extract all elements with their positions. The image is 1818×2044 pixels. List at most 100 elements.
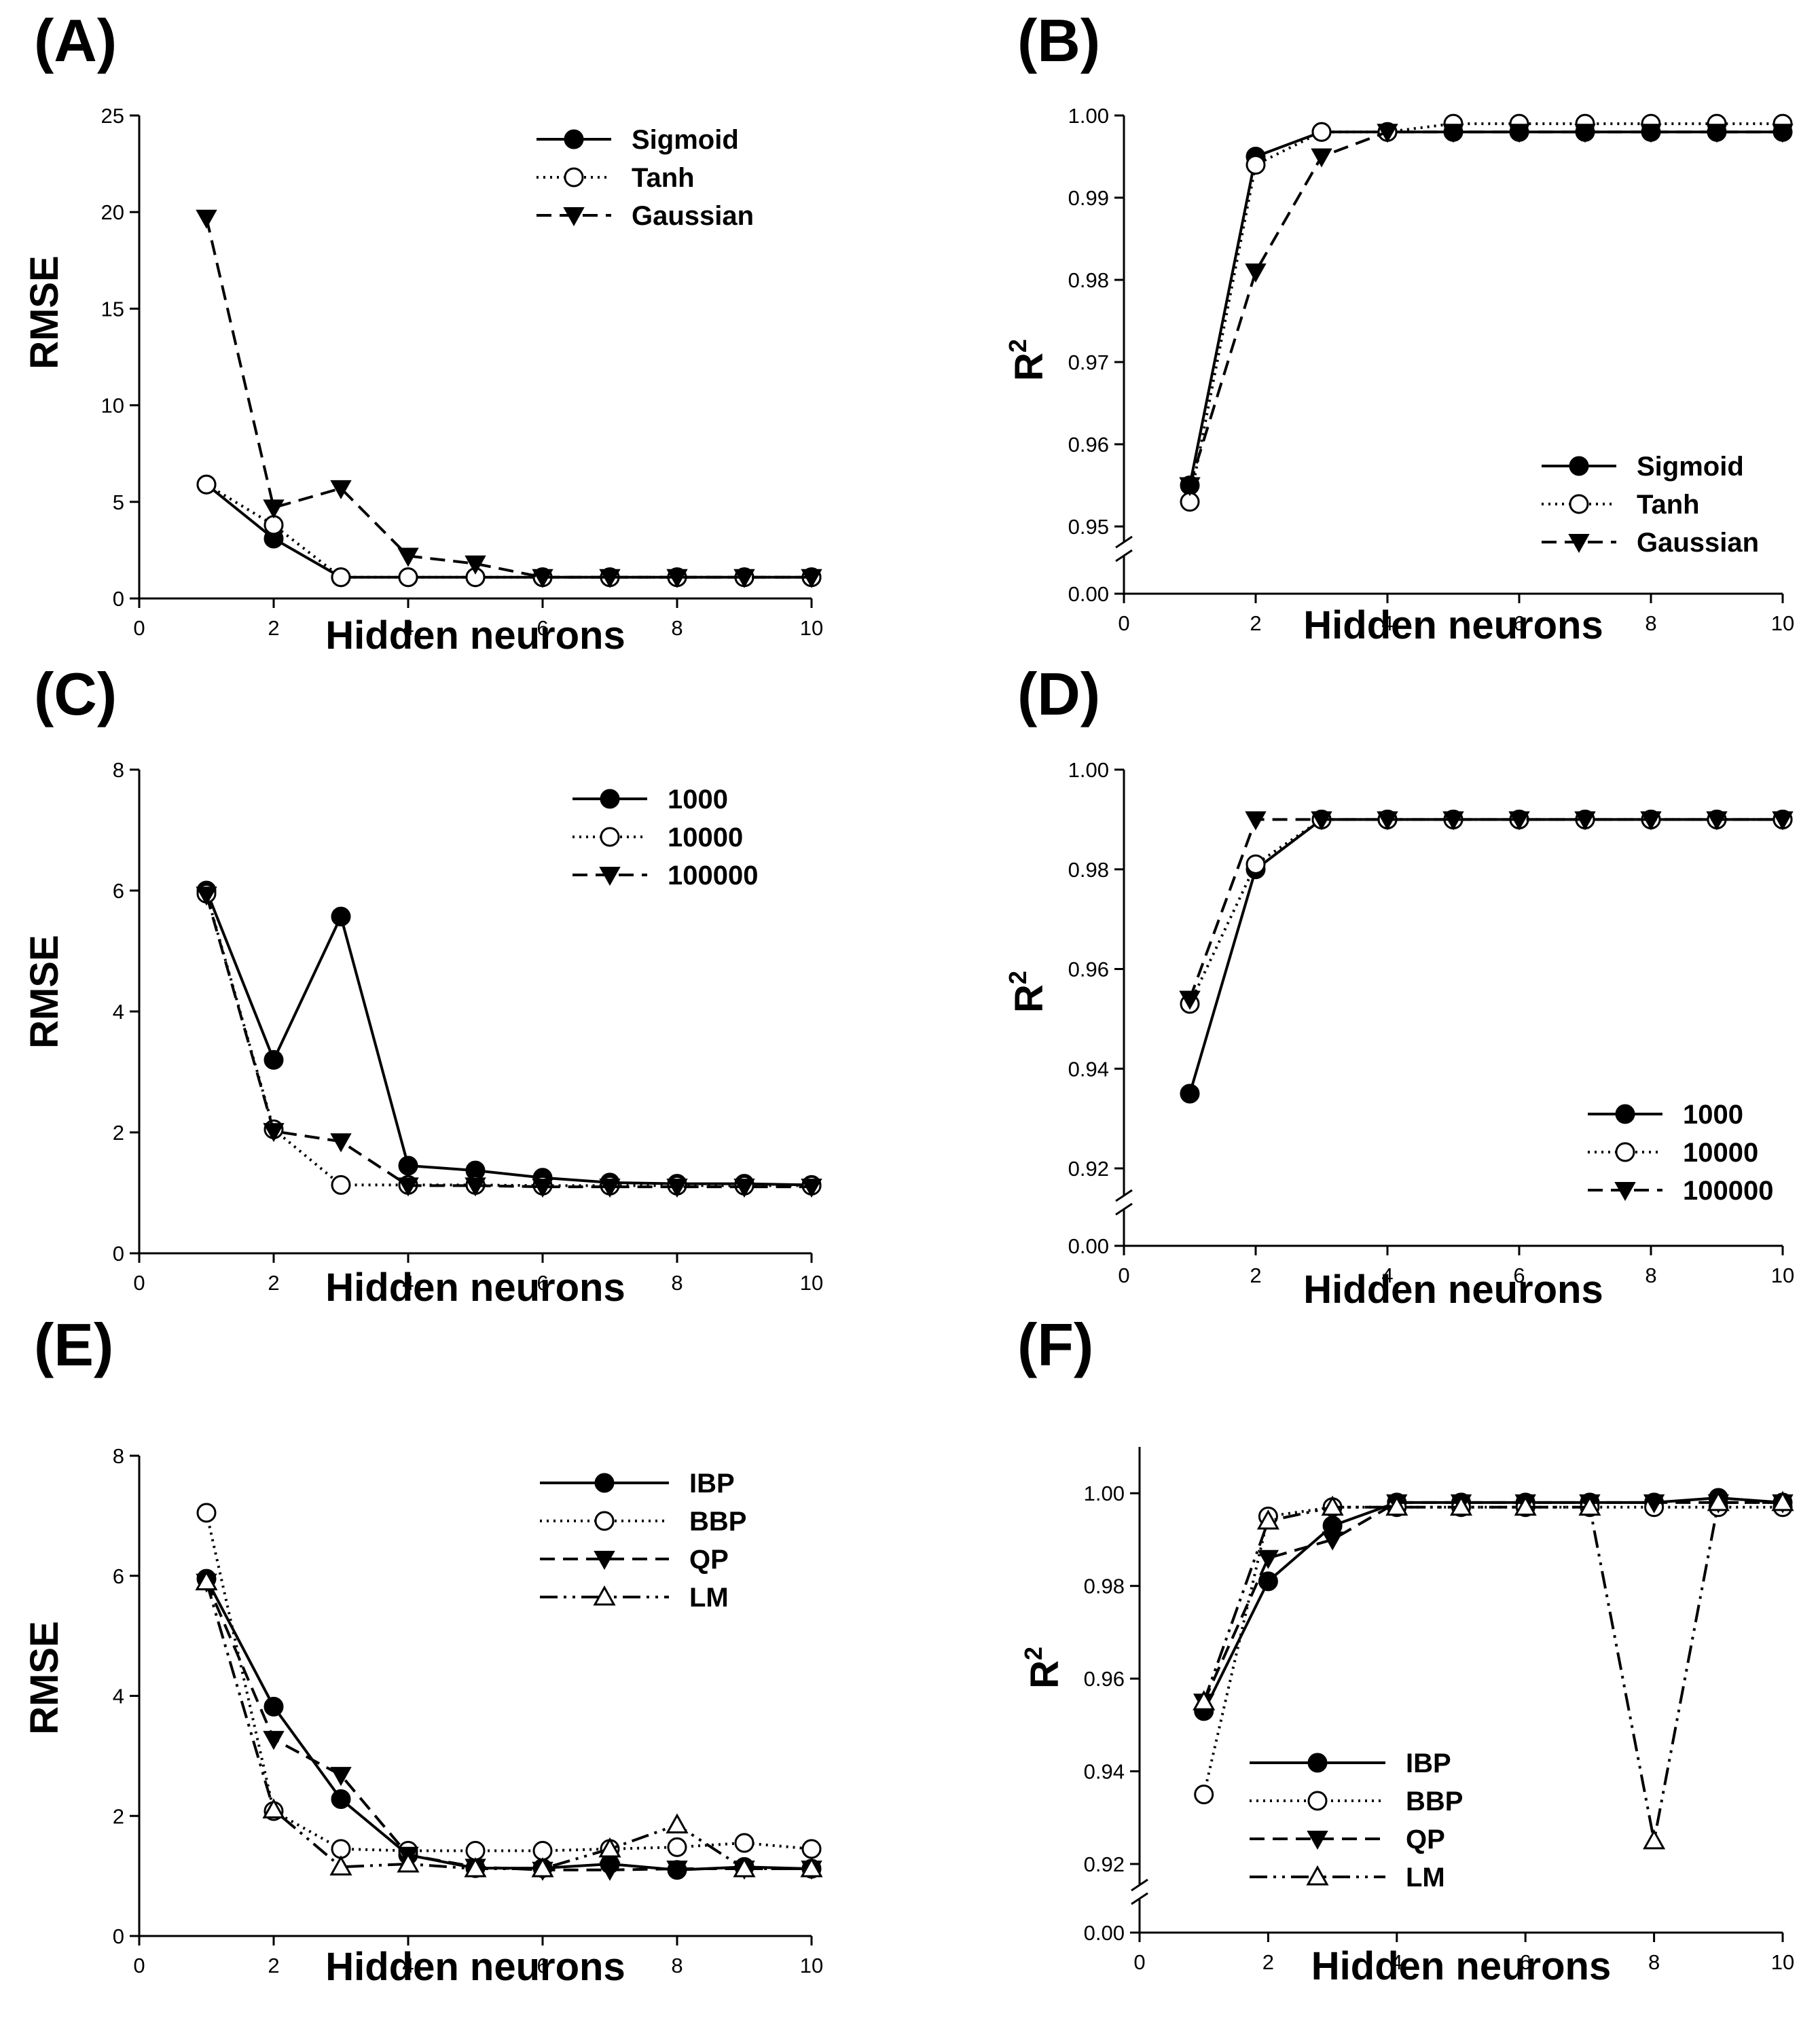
data-point	[1574, 811, 1596, 831]
legend-label: Gaussian	[632, 201, 754, 231]
axis-break-mark	[1131, 1878, 1148, 1892]
y-tick-label: 0.97	[1068, 351, 1109, 374]
legend-marker	[594, 1473, 615, 1493]
series-QP	[196, 1573, 822, 1881]
x-tick-label: 4	[1381, 611, 1393, 635]
legend-label: LM	[1406, 1863, 1445, 1893]
y-axis-title: R2	[1004, 971, 1051, 1013]
data-point	[331, 1175, 351, 1195]
series-QP	[1193, 1494, 1794, 1713]
series-LM	[195, 1570, 823, 1878]
x-tick-label: 6	[1513, 611, 1525, 635]
data-point	[1578, 1495, 1601, 1516]
data-point	[1508, 124, 1530, 143]
x-tick-label: 10	[1771, 1263, 1794, 1287]
x-tick-label: 2	[1262, 1950, 1274, 1974]
legend-marker	[1306, 1865, 1329, 1886]
series-line	[205, 1512, 812, 1852]
data-point	[1772, 124, 1794, 143]
data-point	[1245, 263, 1267, 283]
x-tick-label: 4	[1391, 1950, 1402, 1974]
series-Sigmoid	[1180, 122, 1793, 495]
legend-label: Tanh	[1637, 490, 1700, 520]
series-Gaussian	[196, 209, 822, 588]
axis-break-mark	[1115, 549, 1133, 562]
panel-label: (F)	[1017, 1311, 1093, 1378]
y-tick-label: 4	[113, 1685, 124, 1708]
data-point	[1322, 1531, 1343, 1551]
data-point	[1514, 1495, 1537, 1516]
data-point	[1257, 1549, 1279, 1569]
y-tick-label: 1.00	[1084, 1482, 1125, 1505]
x-tick-label: 0	[133, 1954, 145, 1977]
series-line	[205, 894, 812, 1189]
data-point	[330, 1133, 352, 1153]
data-point	[331, 1789, 351, 1810]
panel-label: (B)	[1017, 7, 1100, 74]
data-point	[397, 548, 419, 567]
panel-label: (C)	[34, 660, 117, 728]
data-point	[196, 1503, 217, 1523]
data-point	[330, 480, 352, 499]
y-tick-label: 4	[113, 1000, 124, 1024]
chart-panel: (D) 0.00 0.92 0.94 0.96 0.98 1.00 0 2 4 6 8 10 Hidden…	[1004, 660, 1794, 1312]
legend-label: Tanh	[632, 163, 695, 193]
y-tick-label: 0.92	[1068, 1157, 1109, 1181]
x-tick-label: 8	[1648, 1950, 1660, 1974]
y-axis-title-superscript: 2	[1019, 1647, 1047, 1660]
panel-label: (D)	[1017, 660, 1100, 728]
data-point	[1640, 124, 1662, 143]
series-line	[1202, 1496, 1783, 1712]
data-point	[464, 1857, 487, 1878]
y-tick-label: 20	[101, 200, 124, 224]
data-point	[196, 886, 217, 906]
legend-marker	[594, 1511, 615, 1531]
x-tick-label: 6	[537, 1271, 548, 1295]
legend-marker	[599, 867, 621, 886]
y-tick-label: 5	[113, 490, 124, 514]
series-line	[205, 1581, 812, 1871]
legend-label: IBP	[1406, 1749, 1451, 1778]
x-tick-label: 6	[1513, 1263, 1525, 1287]
x-tick-label: 0	[1118, 611, 1129, 635]
series-1000	[1180, 809, 1793, 1104]
y-tick-label: 0.92	[1084, 1852, 1125, 1876]
data-point	[262, 1798, 285, 1818]
x-tick-label: 2	[268, 616, 279, 640]
x-tick-label: 4	[402, 1271, 414, 1295]
x-tick-label: 10	[1771, 1950, 1794, 1974]
data-point	[531, 1857, 554, 1878]
y-tick-label: 0	[113, 1924, 124, 1948]
data-point	[1180, 1083, 1200, 1104]
legend-label: Sigmoid	[632, 125, 739, 155]
y-tick-label: 6	[113, 1564, 124, 1588]
data-point	[734, 1833, 755, 1853]
y-axis-title-main: R	[1007, 353, 1051, 381]
legend-marker	[1307, 1791, 1328, 1811]
legend-label: BBP	[1406, 1787, 1463, 1816]
x-axis-title: Hidden neurons	[325, 1945, 625, 1989]
legend-label: 1000	[1683, 1100, 1743, 1130]
series-line	[1188, 818, 1783, 1000]
data-point	[398, 567, 418, 588]
y-tick-label: 0.94	[1084, 1760, 1125, 1784]
legend-marker	[594, 1551, 615, 1571]
series-LM	[1193, 1490, 1794, 1850]
x-tick-label: 2	[1250, 1263, 1261, 1287]
data-point	[666, 1179, 688, 1198]
data-point	[1194, 1785, 1214, 1805]
data-point	[331, 906, 351, 927]
data-point	[263, 1731, 285, 1751]
x-tick-label: 8	[1645, 1263, 1656, 1287]
x-tick-label: 0	[133, 616, 145, 640]
legend-marker	[1615, 1142, 1635, 1162]
x-tick-label: 0	[1118, 1263, 1129, 1287]
series-line	[1188, 130, 1783, 486]
x-tick-label: 10	[800, 1271, 823, 1295]
x-tick-label: 8	[671, 1954, 683, 1977]
legend-marker	[564, 167, 584, 187]
data-point	[1574, 124, 1596, 143]
y-tick-label: 0	[113, 1242, 124, 1266]
y-tick-label: 8	[113, 1444, 124, 1468]
